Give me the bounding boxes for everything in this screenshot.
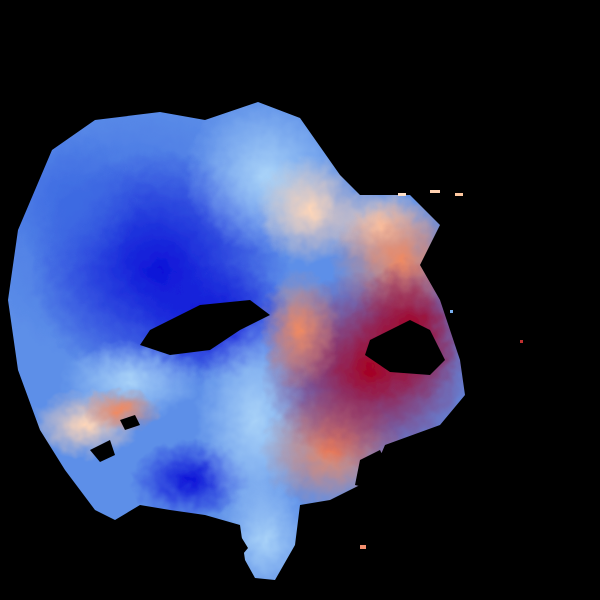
isolated-echoes bbox=[360, 190, 523, 549]
no-data-gaps bbox=[90, 300, 445, 560]
